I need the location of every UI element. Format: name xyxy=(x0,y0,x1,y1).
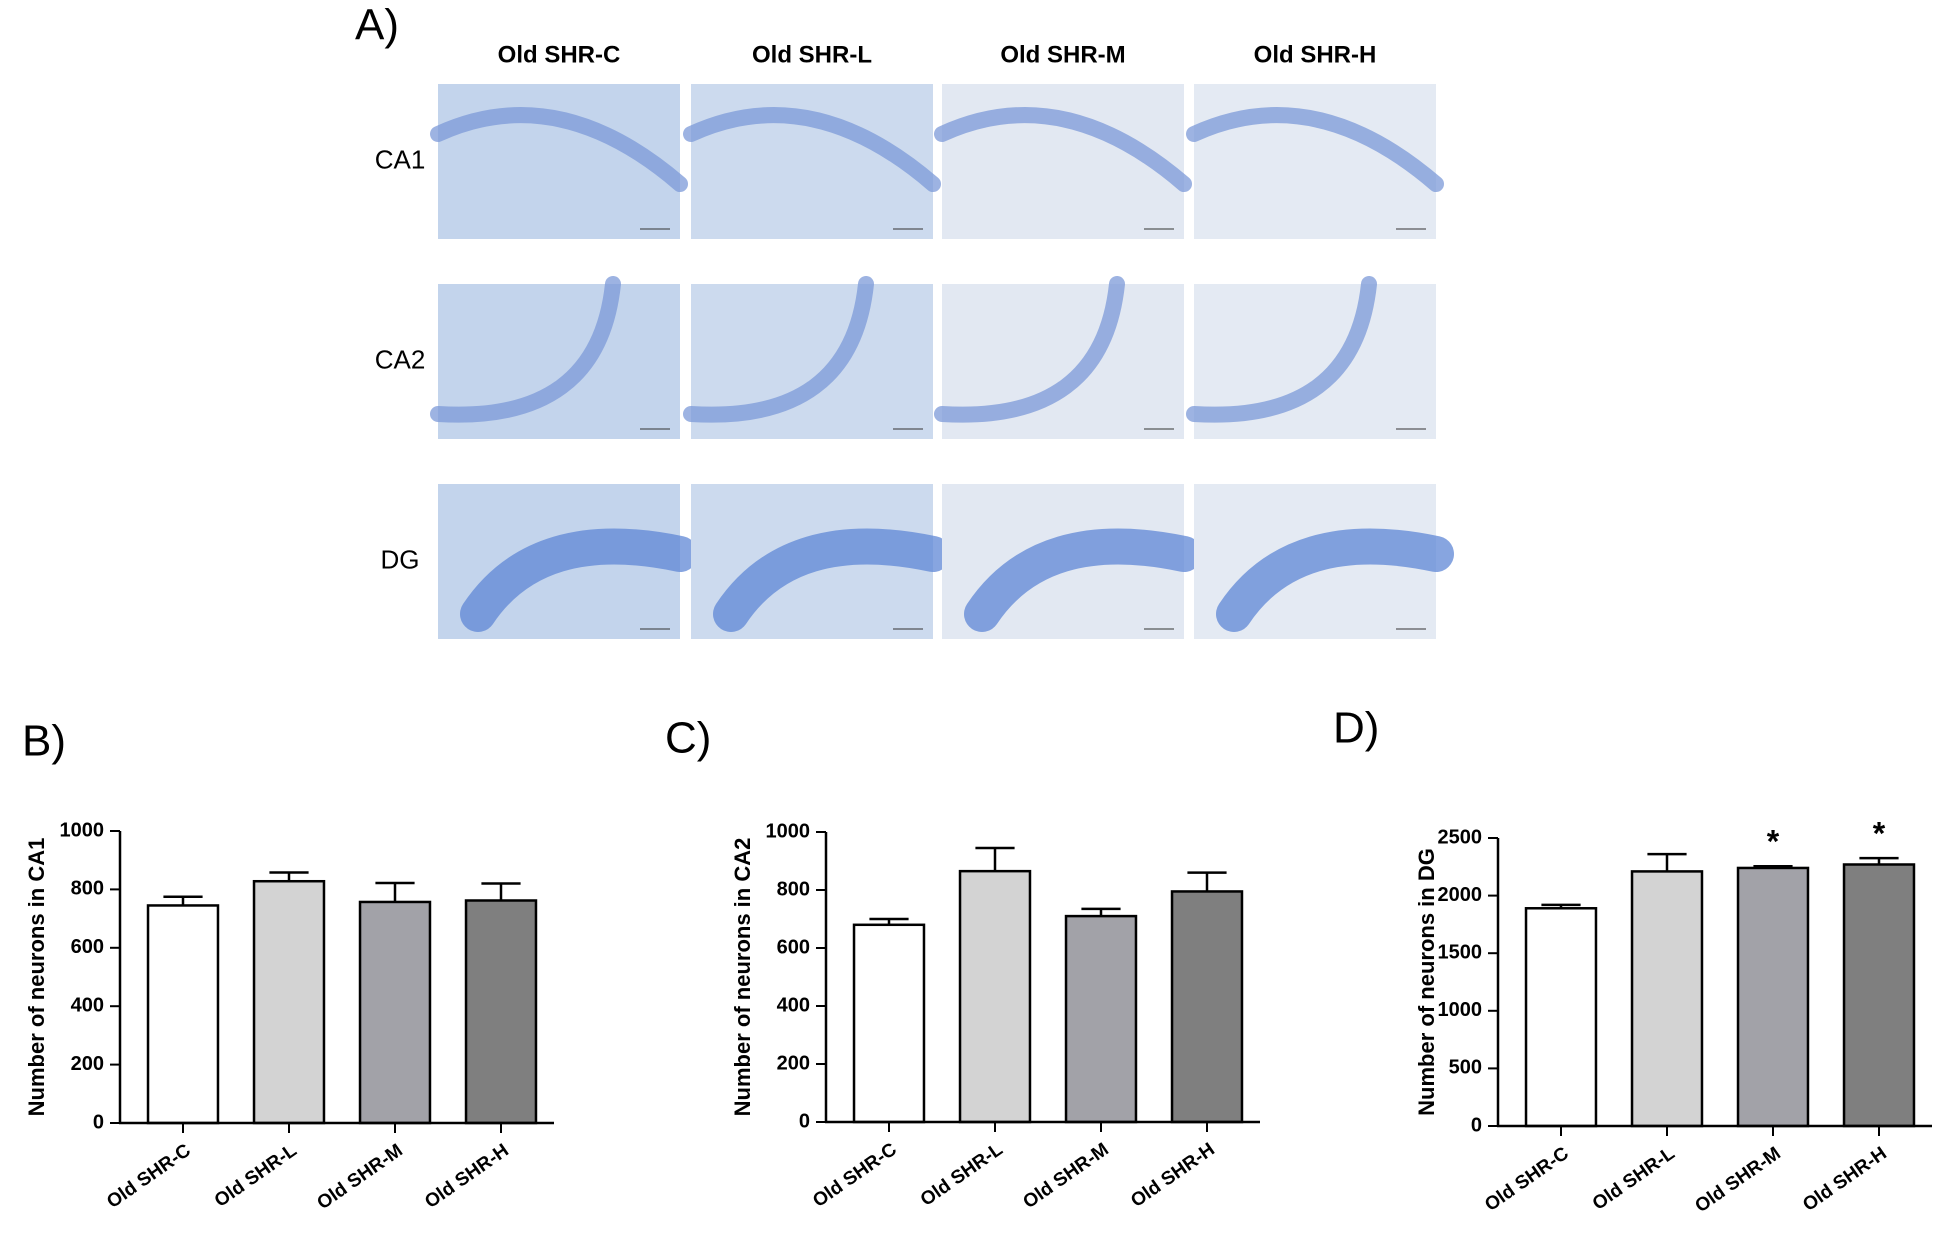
x-tick-label: Old SHR-H xyxy=(1799,1143,1891,1216)
y-tick-label: 500 xyxy=(1449,1057,1482,1079)
row-label: CA2 xyxy=(375,344,426,374)
column-header: Old SHR-L xyxy=(752,41,872,68)
y-tick-label: 800 xyxy=(777,878,810,900)
column-header: Old SHR-H xyxy=(1254,41,1377,68)
y-tick-label: 1000 xyxy=(766,820,811,842)
cell-layer xyxy=(934,276,1125,423)
y-axis-label: Number of neurons in DG xyxy=(1414,848,1439,1116)
y-tick-label: 0 xyxy=(1471,1114,1482,1136)
y-tick-label: 0 xyxy=(799,1110,810,1132)
y-tick-label: 200 xyxy=(777,1052,810,1074)
x-tick-label: Old SHR-C xyxy=(1481,1143,1573,1216)
x-tick-label: Old SHR-L xyxy=(1589,1143,1679,1215)
y-tick-label: 800 xyxy=(71,878,104,900)
row-label: DG xyxy=(381,544,420,574)
y-tick-label: 1000 xyxy=(60,819,105,841)
y-tick-label: 2000 xyxy=(1438,884,1483,906)
panel-label: A) xyxy=(355,1,399,50)
y-axis-label: Number of neurons in CA1 xyxy=(24,838,49,1117)
bar xyxy=(1842,863,1916,1128)
x-tick-label: Old SHR-M xyxy=(1019,1139,1112,1213)
cell-layer xyxy=(683,276,874,423)
x-tick-label: Old SHR-M xyxy=(313,1140,406,1214)
bar xyxy=(1630,870,1704,1128)
cell-layer xyxy=(683,107,941,192)
panel-label: D) xyxy=(1333,704,1379,753)
bar xyxy=(464,899,538,1125)
cell-layer xyxy=(430,107,688,192)
x-tick-label: Old SHR-L xyxy=(211,1140,301,1212)
cell-layer xyxy=(1186,107,1444,192)
y-axis-label: Number of neurons in CA2 xyxy=(730,838,755,1117)
y-tick-label: 400 xyxy=(71,994,104,1016)
cell-layer xyxy=(934,107,1192,192)
bar xyxy=(1524,907,1598,1128)
panel-label: B) xyxy=(22,717,66,766)
column-header: Old SHR-C xyxy=(498,41,621,68)
y-tick-label: 200 xyxy=(71,1053,104,1075)
bar xyxy=(852,923,926,1124)
y-tick-label: 1000 xyxy=(1438,999,1483,1021)
bar xyxy=(358,900,432,1125)
bar xyxy=(252,879,326,1125)
panel-label: C) xyxy=(665,714,711,763)
cell-layer xyxy=(430,276,621,423)
row-label: CA1 xyxy=(375,144,426,174)
column-header: Old SHR-M xyxy=(1000,41,1125,68)
significance-marker: * xyxy=(1767,824,1780,860)
y-tick-label: 2500 xyxy=(1438,826,1483,848)
cell-layer xyxy=(1216,528,1454,632)
bar xyxy=(958,869,1032,1124)
cell-layer xyxy=(713,528,951,632)
x-tick-label: Old SHR-C xyxy=(103,1140,195,1213)
cell-layer xyxy=(964,528,1202,632)
x-tick-label: Old SHR-M xyxy=(1691,1143,1784,1217)
bar xyxy=(146,904,220,1125)
y-tick-label: 400 xyxy=(777,994,810,1016)
y-tick-label: 0 xyxy=(93,1111,104,1133)
x-tick-label: Old SHR-L xyxy=(917,1139,1007,1211)
cell-layer xyxy=(460,528,698,632)
x-tick-label: Old SHR-H xyxy=(421,1140,513,1213)
x-tick-label: Old SHR-C xyxy=(809,1139,901,1212)
bar xyxy=(1170,890,1244,1124)
y-tick-label: 600 xyxy=(71,936,104,958)
x-tick-label: Old SHR-H xyxy=(1127,1139,1219,1212)
y-tick-label: 1500 xyxy=(1438,941,1483,963)
significance-marker: * xyxy=(1873,816,1886,852)
cell-layer xyxy=(1186,276,1377,423)
y-tick-label: 600 xyxy=(777,936,810,958)
bar xyxy=(1736,866,1810,1128)
bar xyxy=(1064,914,1138,1124)
